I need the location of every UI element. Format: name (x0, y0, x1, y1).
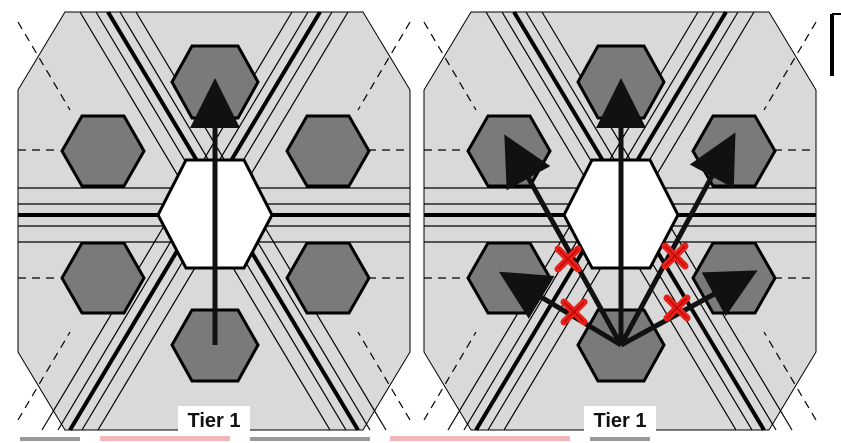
left-cell-lower-left (60, 241, 146, 315)
bottom-strip (0, 434, 841, 443)
right-tier-label: Tier 1 (594, 410, 647, 432)
right-cell-upper-left (466, 114, 552, 188)
left-cell-lower-right (285, 241, 371, 315)
left-tier-label: Tier 1 (188, 410, 241, 432)
right-cell-lower-left (466, 241, 552, 315)
left-cell-upper-left (60, 114, 146, 188)
right-cell-lower-right (691, 241, 777, 315)
left-cell-upper-right (285, 114, 371, 188)
right-arrow-upper-left-icon (504, 134, 624, 347)
right-cell-upper-right (691, 114, 777, 188)
edge-fragment (830, 12, 841, 76)
left-label-bg (178, 406, 250, 432)
right-arrow-upper-right-icon (618, 132, 736, 347)
right-panel: Tier 1 (423, 10, 817, 432)
left-cell-bottom (170, 308, 260, 383)
right-label-bg (584, 406, 656, 432)
right-cell-bottom (576, 308, 666, 383)
left-panel: Tier 1 (17, 10, 411, 432)
